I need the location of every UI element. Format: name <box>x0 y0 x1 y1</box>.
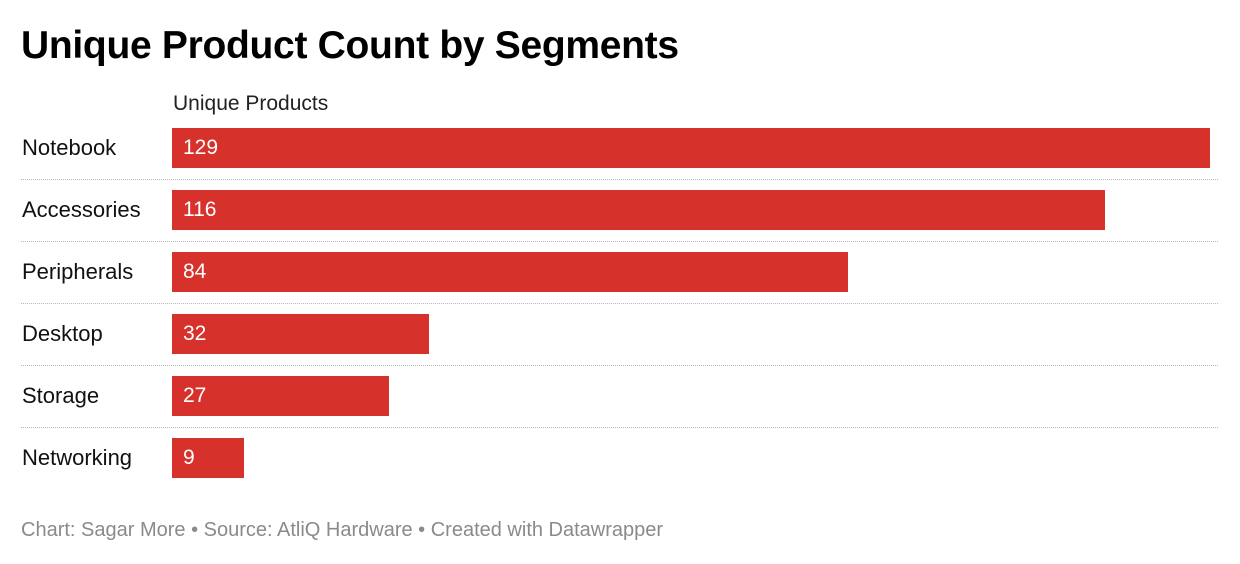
bar-value-label: 27 <box>183 384 207 407</box>
category-label: Desktop <box>22 321 103 346</box>
bar-track: 84 <box>172 252 1210 292</box>
row-separator <box>21 303 1218 304</box>
bar-row: Notebook 129 <box>21 128 1218 190</box>
bar <box>172 376 389 416</box>
bar-value-label: 32 <box>183 322 207 345</box>
bar-chart: Notebook 129 Accessories 116 Peripherals 84 De… <box>21 128 1218 500</box>
category-label: Peripherals <box>22 259 134 284</box>
bar <box>172 190 1105 230</box>
row-separator <box>21 179 1218 180</box>
row-separator <box>21 365 1218 366</box>
chart-footer: Chart: Sagar More • Source: AtliQ Hardwa… <box>21 519 664 541</box>
column-header: Unique Products <box>173 92 329 115</box>
bar-row: Networking 9 <box>21 438 1218 500</box>
bar <box>172 128 1210 168</box>
bar-track: 116 <box>172 190 1210 230</box>
bar-value-label: 129 <box>183 136 219 159</box>
row-separator <box>21 427 1218 428</box>
category-label: Notebook <box>22 135 117 160</box>
bar-track: 9 <box>172 438 1210 478</box>
bar-row: Peripherals 84 <box>21 252 1218 314</box>
bar-track: 129 <box>172 128 1210 168</box>
bar <box>172 252 848 292</box>
row-separator <box>21 241 1218 242</box>
bar-row: Desktop 32 <box>21 314 1218 376</box>
category-label: Networking <box>22 445 133 470</box>
bar-value-label: 9 <box>183 446 195 469</box>
bar-value-label: 116 <box>183 198 217 221</box>
bar-value-label: 84 <box>183 260 207 283</box>
bar-row: Accessories 116 <box>21 190 1218 252</box>
bar-row: Storage 27 <box>21 376 1218 438</box>
bar <box>172 438 244 478</box>
category-label: Accessories <box>22 197 141 222</box>
category-label: Storage <box>22 383 100 408</box>
chart-title: Unique Product Count by Segments <box>21 24 679 67</box>
bar-track: 32 <box>172 314 1210 354</box>
bar-track: 27 <box>172 376 1210 416</box>
bar <box>172 314 429 354</box>
